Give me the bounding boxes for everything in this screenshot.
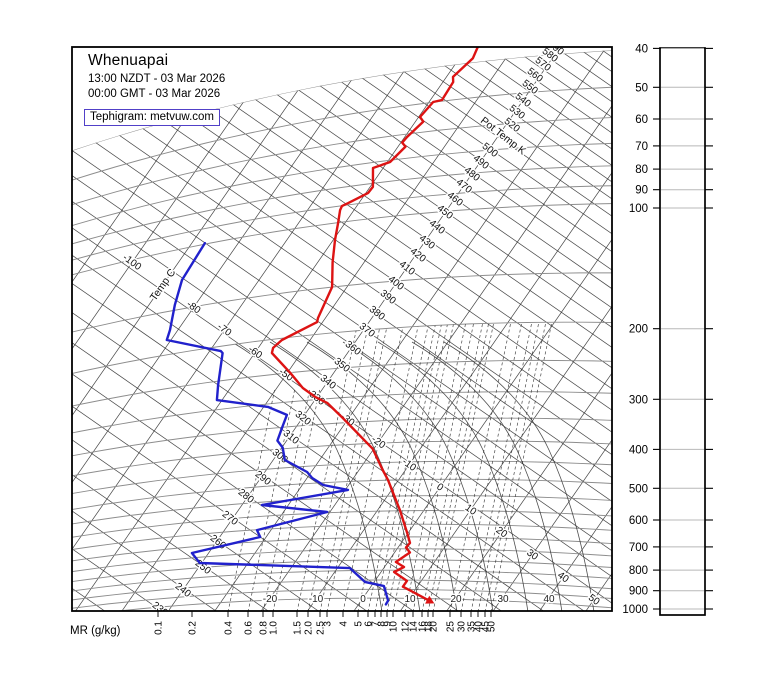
svg-text:9: 9	[383, 621, 394, 627]
svg-text:0.6: 0.6	[244, 621, 255, 635]
svg-text:40: 40	[555, 570, 571, 586]
svg-text:1.5: 1.5	[293, 621, 304, 635]
svg-text:2.5: 2.5	[316, 621, 327, 635]
pressure-tick-label: 70	[635, 141, 648, 153]
svg-text:8: 8	[377, 621, 388, 627]
svg-text:-80: -80	[184, 299, 203, 317]
svg-text:7: 7	[371, 621, 382, 627]
pressure-tick-label: 700	[629, 542, 648, 554]
pressure-tick-label: 400	[629, 444, 648, 456]
svg-text:30: 30	[524, 547, 540, 563]
svg-text:5: 5	[354, 621, 365, 627]
saturated-adiabat-curves	[231, 341, 595, 611]
pressure-tick-label: 800	[629, 565, 648, 577]
mr-axis-title: MR (g/kg)	[70, 625, 121, 637]
svg-text:-10: -10	[309, 594, 324, 605]
svg-text:10: 10	[389, 621, 400, 633]
svg-text:6: 6	[364, 621, 375, 627]
svg-text:0: 0	[360, 594, 366, 605]
svg-text:40: 40	[474, 621, 485, 633]
svg-text:16: 16	[418, 621, 429, 633]
pressure-tick-label: 200	[629, 324, 648, 336]
svg-text:3: 3	[323, 621, 334, 627]
svg-text:-60: -60	[246, 344, 265, 362]
pressure-tick-label: 900	[629, 586, 648, 598]
svg-text:20: 20	[450, 594, 462, 605]
dewpoint-trace	[165, 241, 390, 606]
svg-text:-100: -100	[120, 252, 143, 273]
svg-text:10: 10	[463, 502, 479, 518]
pressure-tick-label: 600	[629, 515, 648, 527]
svg-text:230: 230	[150, 600, 170, 619]
utc-time: 00:00 GMT - 03 Mar 2026	[88, 88, 221, 100]
svg-text:1.0: 1.0	[269, 621, 280, 635]
svg-text:20: 20	[429, 621, 440, 633]
mr-axis-labels: MR (g/kg) 0.1 0.2 0.4 0.6 0.8 1.0 1.5 2.0 2.53 4 5 6…	[70, 611, 498, 637]
svg-text:0.4: 0.4	[224, 621, 235, 635]
pressure-tick-label: 80	[635, 164, 648, 176]
svg-text:-70: -70	[215, 321, 234, 339]
svg-text:410: 410	[397, 259, 417, 278]
temperature-trace	[270, 47, 480, 604]
svg-text:35: 35	[467, 621, 478, 633]
svg-text:50: 50	[487, 621, 498, 633]
source-link[interactable]: Tephigram: metvuw.com	[84, 109, 220, 126]
svg-text:4: 4	[339, 621, 350, 627]
pressure-tick-label: 300	[629, 394, 648, 406]
pressure-tick-label: 40	[635, 43, 648, 55]
plot-border	[71, 46, 613, 612]
title-block: Whenuapai 13:00 NZDT - 03 Mar 2026 00:00…	[84, 52, 226, 126]
pressure-tick-label: 500	[629, 483, 648, 495]
svg-text:-30: -30	[338, 411, 357, 429]
pressure-tick-label: 100	[629, 203, 648, 215]
svg-text:0.1: 0.1	[154, 621, 165, 635]
svg-text:12: 12	[401, 621, 412, 633]
pressure-tick-label: 1000	[622, 604, 648, 616]
pressure-tick-label: 90	[635, 185, 648, 197]
svg-text:340: 340	[318, 373, 338, 392]
svg-text:30: 30	[457, 621, 468, 633]
surface-temp-labels: -20 -10 0 10 20 30 40	[261, 593, 556, 607]
isobar-grid	[72, 47, 612, 611]
pressure-tick-label: 50	[635, 82, 648, 94]
station-name: Whenuapai	[88, 52, 169, 69]
svg-text:Temp C: Temp C	[148, 266, 179, 303]
svg-text:390: 390	[378, 288, 398, 307]
svg-text:450: 450	[435, 203, 455, 222]
svg-text:0.2: 0.2	[188, 621, 199, 635]
local-time: 13:00 NZDT - 03 Mar 2026	[88, 73, 226, 85]
svg-text:-10: -10	[400, 456, 419, 474]
svg-text:25: 25	[446, 621, 457, 633]
svg-text:-20: -20	[263, 594, 278, 605]
svg-text:0.8: 0.8	[259, 621, 270, 635]
svg-text:380: 380	[367, 304, 387, 323]
svg-text:370: 370	[357, 321, 377, 340]
svg-text:350: 350	[332, 356, 352, 375]
pressure-tick-label: 60	[635, 114, 648, 126]
svg-text:30: 30	[497, 594, 509, 605]
svg-text:2.0: 2.0	[304, 621, 315, 635]
trace-arrowhead	[425, 595, 435, 604]
svg-text:45: 45	[481, 621, 492, 633]
svg-text:14: 14	[409, 621, 420, 633]
svg-text:0: 0	[434, 482, 445, 494]
svg-text:18: 18	[424, 621, 435, 633]
pressure-scale-bar: 40 50 60 70 80 90 100 200 300 400 500 600 700 800 900 1…	[622, 43, 713, 616]
svg-text:40: 40	[543, 594, 555, 605]
mixing-ratio-lines	[227, 323, 552, 611]
svg-text:10: 10	[404, 594, 416, 605]
